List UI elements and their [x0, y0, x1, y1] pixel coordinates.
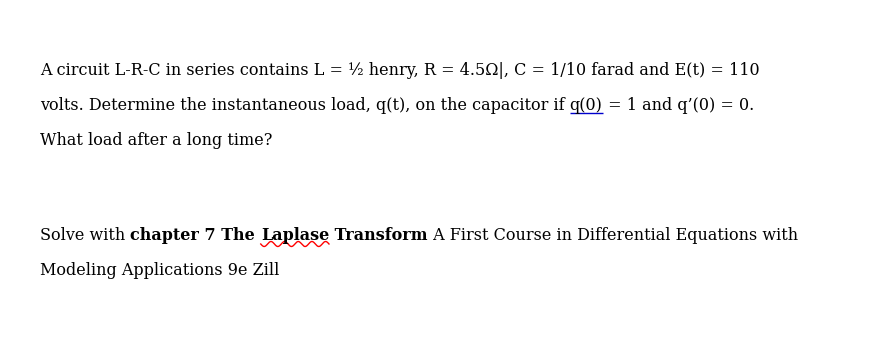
Text: q(0): q(0) [570, 97, 603, 114]
Text: chapter 7 The: chapter 7 The [130, 227, 261, 244]
Text: Solve with: Solve with [40, 227, 130, 244]
Text: volts. Determine the instantaneous load, q(t), on the capacitor if: volts. Determine the instantaneous load,… [40, 97, 570, 114]
Text: A circuit L-R-C in series contains L = ½ henry, R = 4.5Ω|, C = 1/10 farad and E(: A circuit L-R-C in series contains L = ½… [40, 62, 759, 79]
Text: What load after a long time?: What load after a long time? [40, 132, 272, 149]
Text: Modeling Applications 9e Zill: Modeling Applications 9e Zill [40, 262, 279, 279]
Text: Laplase: Laplase [261, 227, 329, 244]
Text: A First Course in Differential Equations with: A First Course in Differential Equations… [428, 227, 797, 244]
Text: = 1 and q’(0) = 0.: = 1 and q’(0) = 0. [603, 97, 754, 114]
Text: Transform: Transform [329, 227, 428, 244]
